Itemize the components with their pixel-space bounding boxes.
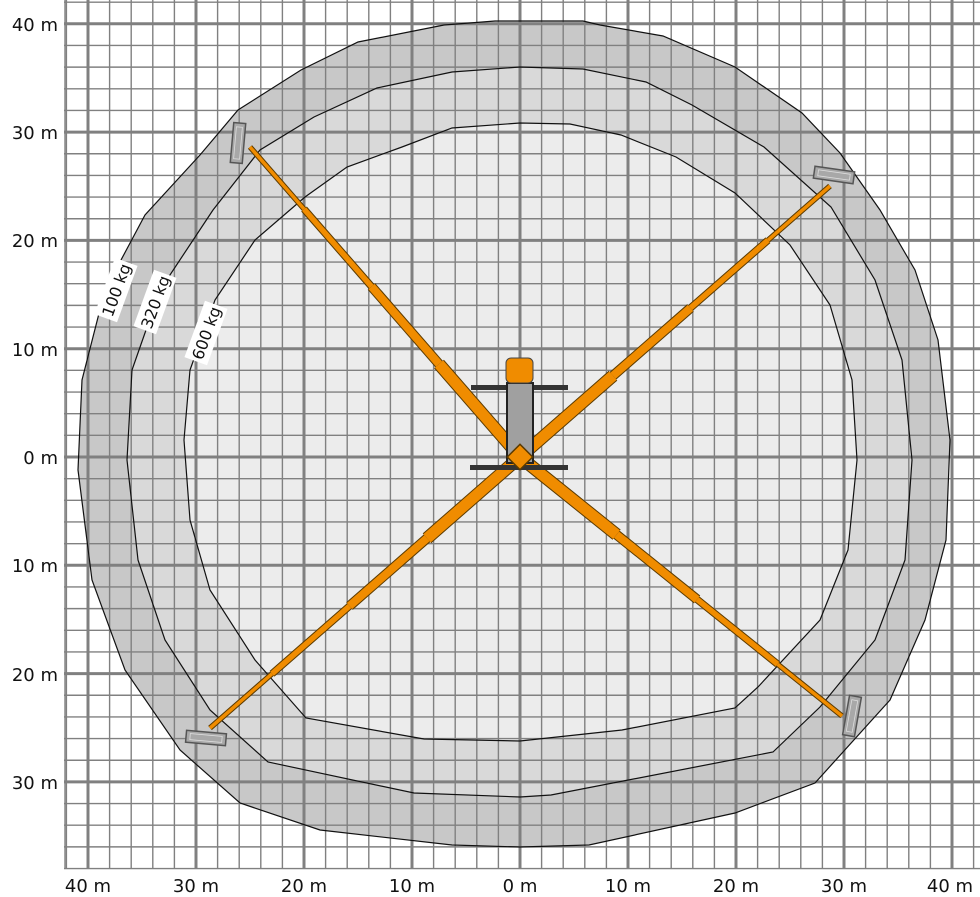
x-tick-label: 20 m bbox=[281, 876, 327, 897]
boom-section bbox=[270, 603, 352, 676]
y-tick-label: 20 m bbox=[12, 231, 58, 252]
boom-section bbox=[208, 672, 274, 730]
x-tick-label: 40 m bbox=[65, 876, 111, 897]
x-tick-label: 40 m bbox=[927, 876, 973, 897]
x-tick-label: 30 m bbox=[173, 876, 219, 897]
outrigger-pad bbox=[184, 729, 228, 747]
y-tick-label: 30 m bbox=[12, 123, 58, 144]
y-tick-label: 10 m bbox=[12, 340, 58, 361]
boom-section bbox=[614, 531, 700, 603]
y-tick-label: 30 m bbox=[12, 773, 58, 794]
y-tick-label: 10 m bbox=[12, 556, 58, 577]
cab bbox=[505, 357, 534, 384]
x-tick-label: 30 m bbox=[821, 876, 867, 897]
booms bbox=[208, 145, 844, 731]
outrigger-pad bbox=[812, 165, 856, 185]
boom-section bbox=[248, 145, 306, 211]
zone-outline bbox=[183, 122, 858, 742]
boom-section bbox=[776, 662, 844, 718]
x-axis-labels: 40 m 30 m 20 m 10 m 0 m 10 m 20 m 30 m 4… bbox=[65, 876, 973, 897]
boom-section bbox=[423, 452, 524, 543]
boom-section bbox=[610, 304, 694, 379]
boom-section bbox=[301, 207, 374, 289]
boom-section bbox=[766, 184, 832, 242]
y-tick-label: 0 m bbox=[23, 448, 58, 469]
zone-outlines bbox=[77, 20, 951, 848]
x-tick-label: 20 m bbox=[713, 876, 759, 897]
boom bbox=[515, 183, 832, 462]
y-tick-label: 40 m bbox=[12, 15, 58, 36]
outrigger-pads bbox=[184, 121, 863, 747]
grid bbox=[64, 0, 980, 870]
outrigger-pad bbox=[841, 694, 863, 738]
x-tick-label: 10 m bbox=[389, 876, 435, 897]
outrigger-pad bbox=[229, 121, 247, 165]
boom-section bbox=[368, 283, 443, 367]
zone-outline bbox=[126, 66, 913, 798]
boom-section bbox=[346, 535, 430, 610]
zone-outline bbox=[77, 20, 951, 848]
x-tick-label: 10 m bbox=[605, 876, 651, 897]
boom-section bbox=[688, 238, 770, 311]
boom-pivot bbox=[506, 443, 534, 471]
boom-section bbox=[695, 597, 780, 667]
y-axis-labels: 40 m 30 m 20 m 10 m 0 m 10 m 20 m 30 m bbox=[12, 15, 58, 794]
y-tick-label: 20 m bbox=[12, 665, 58, 686]
x-tick-label: 0 m bbox=[503, 876, 538, 897]
boom bbox=[208, 452, 525, 731]
boom-section bbox=[516, 371, 617, 462]
